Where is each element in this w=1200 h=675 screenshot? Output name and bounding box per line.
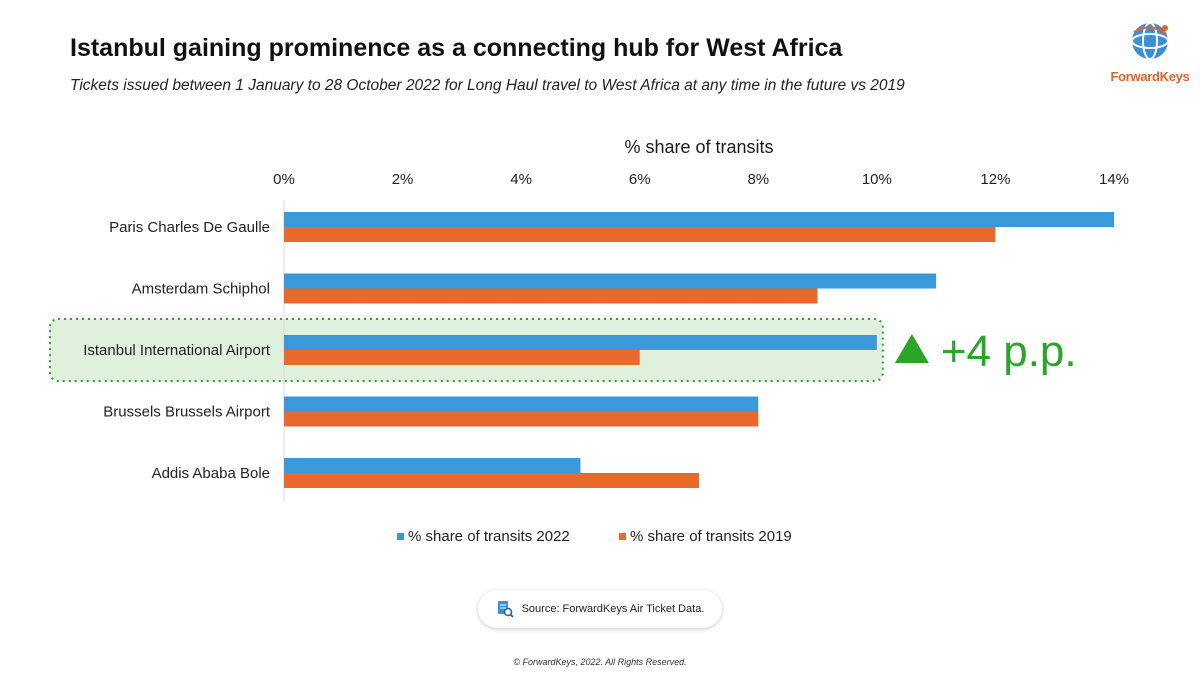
copyright: © ForwardKeys, 2022. All Rights Reserved… bbox=[513, 657, 687, 667]
category-label: Brussels Brussels Airport bbox=[103, 404, 271, 421]
legend-swatch bbox=[397, 533, 404, 540]
bar-2022 bbox=[284, 273, 937, 289]
x-tick-label: 2% bbox=[392, 171, 414, 188]
x-tick-label: 14% bbox=[1099, 171, 1129, 188]
document-search-icon bbox=[497, 601, 514, 618]
change-annotation: +4 p.p. bbox=[941, 327, 1077, 376]
logo-text: ForwardKeys bbox=[1110, 69, 1190, 84]
axis-title: % share of transits bbox=[624, 137, 773, 157]
category-label: Addis Ababa Bole bbox=[152, 465, 270, 482]
bar-2019 bbox=[284, 350, 640, 365]
x-tick-label: 12% bbox=[980, 171, 1010, 188]
legend-label: % share of transits 2019 bbox=[630, 528, 792, 545]
x-tick-label: 8% bbox=[747, 171, 769, 188]
bar-2019 bbox=[284, 227, 996, 242]
bar-2019 bbox=[284, 411, 759, 427]
bar-2019 bbox=[284, 473, 699, 488]
x-tick-label: 0% bbox=[273, 171, 295, 188]
page-title: Istanbul gaining prominence as a connect… bbox=[70, 34, 843, 62]
legend-label: % share of transits 2022 bbox=[408, 528, 570, 545]
globe-icon bbox=[1131, 22, 1169, 60]
x-tick-label: 4% bbox=[510, 171, 532, 188]
source-badge: Source: ForwardKeys Air Ticket Data. bbox=[478, 590, 722, 628]
source-text: Source: ForwardKeys Air Ticket Data. bbox=[521, 603, 705, 615]
bar-2022 bbox=[284, 335, 877, 350]
x-tick-label: 6% bbox=[629, 171, 651, 188]
category-label: Amsterdam Schiphol bbox=[132, 281, 270, 298]
bar-2022 bbox=[284, 458, 581, 473]
bar-2019 bbox=[284, 288, 818, 304]
category-label: Paris Charles De Gaulle bbox=[109, 219, 270, 236]
page-subtitle: Tickets issued between 1 January to 28 O… bbox=[70, 77, 905, 94]
bar-2022 bbox=[284, 396, 759, 412]
forwardkeys-logo: ForwardKeys bbox=[1110, 20, 1190, 92]
category-label: Istanbul International Airport bbox=[83, 342, 271, 359]
up-triangle-icon bbox=[894, 334, 929, 363]
bar-2022 bbox=[284, 212, 1114, 227]
x-tick-label: 10% bbox=[862, 171, 892, 188]
legend-swatch bbox=[619, 533, 626, 540]
